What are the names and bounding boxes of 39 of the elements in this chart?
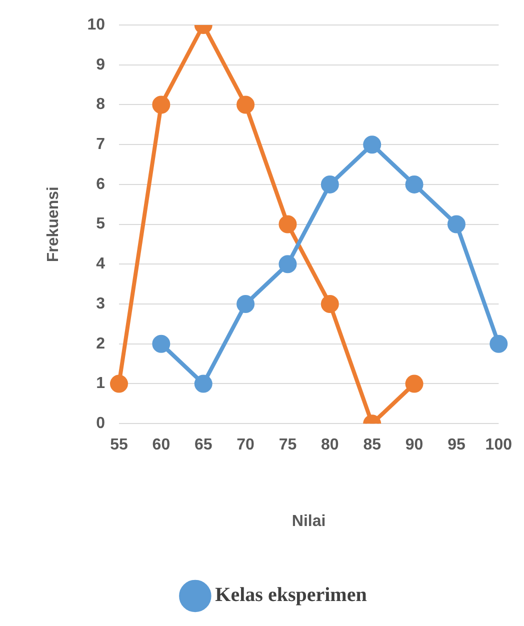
x-tick-label: 80 (321, 436, 339, 454)
y-tick-label: 1 (96, 375, 106, 392)
point (152, 96, 170, 114)
x-tick-label: 90 (405, 436, 424, 454)
x-axis-title: Nilai (292, 512, 326, 530)
point (490, 334, 508, 353)
legend-label: Kelas eksperimen (215, 584, 367, 606)
y-tick-label: 10 (87, 16, 106, 34)
y-tick-label: 8 (96, 96, 106, 114)
x-tick-label: 95 (448, 436, 466, 454)
point (447, 215, 466, 234)
y-axis-title: Frekuensi (45, 186, 62, 262)
x-tick-label: 65 (194, 436, 212, 454)
point (152, 334, 170, 353)
point (320, 175, 339, 194)
y-tick-label: 3 (96, 295, 106, 312)
y-tick-label: 6 (96, 176, 106, 193)
y-tick-label: 9 (96, 56, 106, 74)
x-tick-label: 60 (152, 436, 170, 454)
point (363, 136, 382, 154)
x-tick-label: 100 (485, 436, 512, 454)
point (236, 295, 255, 314)
point (320, 295, 339, 314)
point (405, 175, 424, 194)
x-tick-label: 70 (236, 436, 255, 454)
y-tick-label: 2 (96, 335, 106, 352)
y-tick-label: 0 (96, 415, 106, 432)
y-tick-label: 7 (96, 136, 106, 153)
x-tick-label: 75 (278, 436, 297, 454)
point (278, 215, 297, 234)
y-tick-label: 4 (96, 256, 106, 273)
x-tick-label: 85 (363, 436, 382, 454)
point (405, 374, 424, 393)
y-tick-label: 5 (96, 216, 106, 233)
point (278, 255, 297, 274)
point (110, 374, 128, 393)
point (194, 374, 212, 393)
point (236, 96, 255, 114)
x-tick-label: 55 (110, 436, 128, 454)
